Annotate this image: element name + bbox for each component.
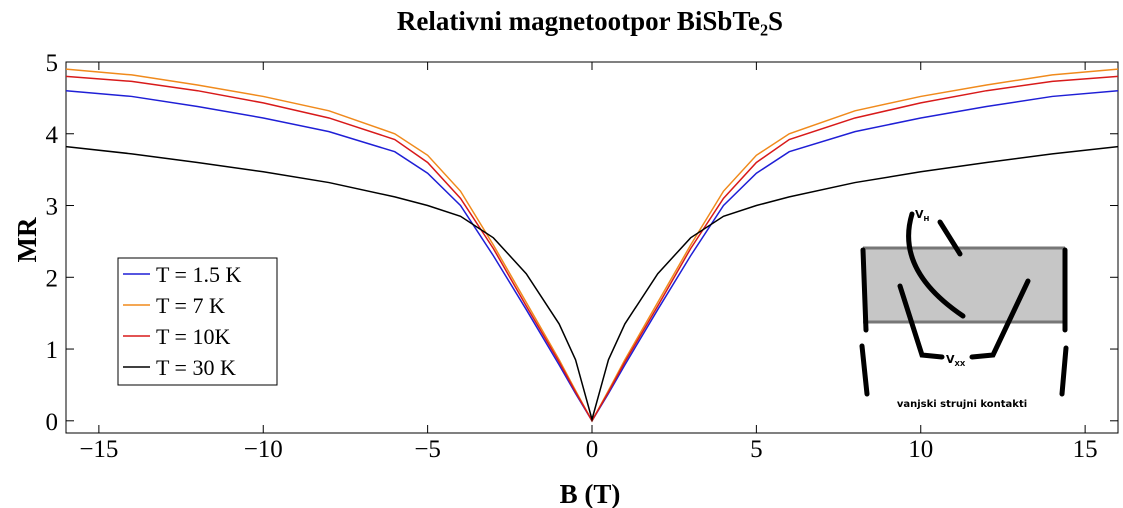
current-contacts — [859, 247, 1069, 397]
x-tick-label: −5 — [414, 436, 441, 463]
diagram-caption: vanjski strujni kontakti — [897, 399, 1027, 410]
x-tick-label: 15 — [1073, 436, 1098, 463]
x-tick-label: 10 — [908, 436, 933, 463]
xx-label: VXX — [946, 353, 966, 368]
legend: T = 1.5 K T = 7 K T = 10K T = 30 K — [117, 257, 278, 386]
hall-contacts — [906, 211, 966, 319]
xx-contacts — [897, 278, 1031, 360]
legend-label: T = 7 K — [156, 293, 225, 318]
sample — [863, 248, 1065, 322]
series-line — [65, 145, 1119, 423]
y-axis-label: MR — [12, 217, 42, 262]
chart-title: Relativni magnetootpor BiSbTe₂S — [397, 6, 783, 36]
x-tick-label: −15 — [79, 436, 118, 463]
legend-label: T = 10K — [156, 324, 230, 349]
legend-label: T = 1.5 K — [156, 262, 241, 287]
y-tick-label: 1 — [46, 337, 59, 364]
x-tick-label: 0 — [586, 436, 599, 463]
label-sub: XX — [955, 360, 966, 368]
label-main: V — [946, 353, 955, 366]
x-axis-label: B (T) — [560, 479, 621, 508]
label-sub: H — [924, 215, 930, 223]
hall-label: VH — [915, 208, 930, 223]
y-tick-label: 3 — [46, 194, 59, 221]
y-tick-label: 0 — [46, 409, 59, 436]
legend-box — [117, 257, 278, 386]
inset-diagram: VH VXX vanjski strujni kontakti — [859, 208, 1069, 410]
x-tick-label: −10 — [244, 436, 283, 463]
y-tick-label: 4 — [46, 122, 59, 149]
legend-label: T = 30 K — [156, 355, 236, 380]
label-main: V — [915, 208, 924, 221]
y-tick-label: 5 — [46, 50, 59, 77]
x-tick-label: 5 — [750, 436, 763, 463]
y-tick-label: 2 — [46, 265, 59, 292]
